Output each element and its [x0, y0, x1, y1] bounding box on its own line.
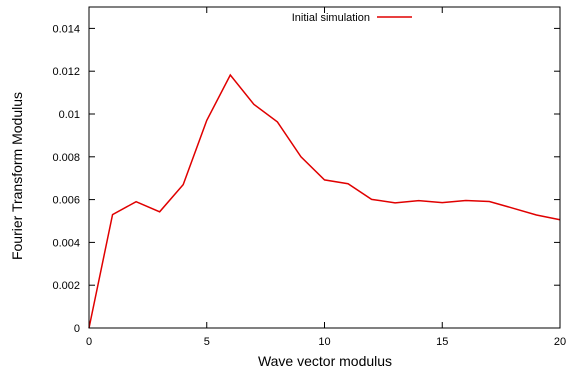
legend: Initial simulation — [292, 12, 412, 24]
x-tick-labels: 0 5 10 15 20 — [86, 336, 566, 348]
series-line-initial-simulation — [88, 73, 561, 329]
series-lines — [88, 73, 561, 329]
y-tick-label: 0.002 — [52, 280, 80, 292]
y-tick-label: 0.006 — [52, 195, 80, 207]
x-tick-label: 0 — [86, 336, 92, 348]
y-tick-label: 0.012 — [52, 66, 80, 78]
x-axis-title: Wave vector modulus — [258, 353, 392, 369]
x-tick-label: 10 — [318, 336, 330, 348]
y-tick-label: 0 — [74, 323, 80, 335]
y-tick-label: 0.008 — [52, 152, 80, 164]
legend-label-initial-simulation: Initial simulation — [292, 12, 370, 24]
plot-frame — [88, 6, 561, 329]
x-tick-label: 15 — [436, 336, 448, 348]
y-axis-title: Fourier Transform Modulus — [9, 92, 25, 260]
y-tick-label: 0.004 — [52, 237, 80, 249]
y-tick-label: 0.014 — [52, 23, 80, 35]
tick-marks — [88, 7, 561, 329]
y-tick-labels: 0 0.002 0.004 0.006 0.008 0.01 0.012 0.014 — [52, 23, 80, 335]
x-tick-label: 5 — [204, 336, 210, 348]
x-tick-label: 20 — [554, 336, 566, 348]
y-tick-label: 0.01 — [59, 109, 80, 121]
